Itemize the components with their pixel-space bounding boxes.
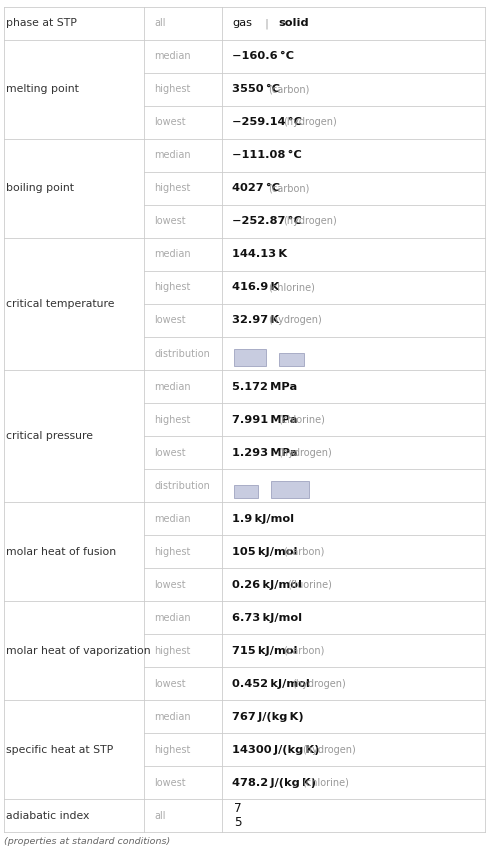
Bar — [233, 349, 265, 366]
Text: lowest: lowest — [154, 447, 185, 458]
Text: critical temperature: critical temperature — [6, 299, 115, 309]
Text: lowest: lowest — [154, 316, 185, 325]
Text: all: all — [154, 18, 165, 29]
Text: 6.73 kJ/mol: 6.73 kJ/mol — [232, 612, 302, 623]
Text: 0.452 kJ/mol: 0.452 kJ/mol — [232, 678, 309, 689]
Text: boiling point: boiling point — [6, 183, 74, 194]
Text: 4027 °C: 4027 °C — [232, 183, 280, 194]
Text: highest: highest — [154, 547, 190, 556]
Text: 0.26 kJ/mol: 0.26 kJ/mol — [232, 580, 302, 590]
Text: distribution: distribution — [154, 481, 209, 490]
Text: (chlorine): (chlorine) — [277, 414, 324, 425]
Text: (hydrogen): (hydrogen) — [292, 678, 346, 689]
Text: 7.991 MPa: 7.991 MPa — [232, 414, 297, 425]
Text: (carbon): (carbon) — [268, 85, 309, 94]
Bar — [233, 484, 258, 497]
Text: (fluorine): (fluorine) — [287, 580, 332, 590]
Text: 478.2 J/(kg K): 478.2 J/(kg K) — [232, 778, 316, 788]
Text: lowest: lowest — [154, 118, 185, 127]
Text: (hydrogen): (hydrogen) — [277, 447, 331, 458]
Text: (hydrogen): (hydrogen) — [282, 118, 336, 127]
Text: 3550 °C: 3550 °C — [232, 85, 280, 94]
Text: median: median — [154, 514, 190, 523]
Text: (chlorine): (chlorine) — [268, 283, 314, 292]
Text: median: median — [154, 712, 190, 721]
Text: phase at STP: phase at STP — [6, 18, 77, 29]
Text: highest: highest — [154, 283, 190, 292]
Text: highest: highest — [154, 85, 190, 94]
Text: median: median — [154, 151, 190, 161]
Text: lowest: lowest — [154, 778, 185, 788]
Text: 5: 5 — [233, 817, 241, 830]
Text: 1.9 kJ/mol: 1.9 kJ/mol — [232, 514, 294, 523]
Text: highest: highest — [154, 414, 190, 425]
Text: 105 kJ/mol: 105 kJ/mol — [232, 547, 297, 556]
Text: distribution: distribution — [154, 349, 209, 358]
Text: 14300 J/(kg K): 14300 J/(kg K) — [232, 745, 319, 754]
Text: median: median — [154, 612, 190, 623]
Text: 416.9 K: 416.9 K — [232, 283, 279, 292]
Text: specific heat at STP: specific heat at STP — [6, 745, 113, 754]
Text: 767 J/(kg K): 767 J/(kg K) — [232, 712, 303, 721]
Text: 715 kJ/mol: 715 kJ/mol — [232, 645, 297, 656]
Text: (hydrogen): (hydrogen) — [268, 316, 322, 325]
Text: median: median — [154, 381, 190, 392]
Text: (carbon): (carbon) — [268, 183, 309, 194]
Text: (carbon): (carbon) — [282, 547, 324, 556]
Text: 7: 7 — [233, 802, 241, 815]
Text: solid: solid — [278, 18, 309, 29]
Text: −111.08 °C: −111.08 °C — [232, 151, 302, 161]
Text: (hydrogen): (hydrogen) — [282, 216, 336, 227]
Text: gas: gas — [232, 18, 252, 29]
Text: lowest: lowest — [154, 678, 185, 689]
Bar — [271, 481, 308, 497]
Text: critical pressure: critical pressure — [6, 431, 93, 441]
Text: −259.14 °C: −259.14 °C — [232, 118, 302, 127]
Text: all: all — [154, 811, 165, 821]
Text: 1.293 MPa: 1.293 MPa — [232, 447, 297, 458]
Bar — [279, 353, 303, 366]
Text: lowest: lowest — [154, 216, 185, 227]
Text: 32.97 K: 32.97 K — [232, 316, 279, 325]
Text: highest: highest — [154, 645, 190, 656]
Text: median: median — [154, 249, 190, 260]
Text: median: median — [154, 51, 190, 61]
Text: 144.13 K: 144.13 K — [232, 249, 287, 260]
Text: −160.6 °C: −160.6 °C — [232, 51, 294, 61]
Text: highest: highest — [154, 745, 190, 754]
Text: highest: highest — [154, 183, 190, 194]
Text: molar heat of vaporization: molar heat of vaporization — [6, 645, 151, 656]
Text: molar heat of fusion: molar heat of fusion — [6, 547, 116, 556]
Text: |: | — [264, 18, 267, 29]
Text: (properties at standard conditions): (properties at standard conditions) — [4, 837, 170, 846]
Text: −252.87 °C: −252.87 °C — [232, 216, 302, 227]
Text: 5.172 MPa: 5.172 MPa — [232, 381, 297, 392]
Text: (carbon): (carbon) — [282, 645, 324, 656]
Text: (chlorine): (chlorine) — [301, 778, 348, 788]
Text: melting point: melting point — [6, 85, 79, 94]
Text: (hydrogen): (hydrogen) — [301, 745, 355, 754]
Text: lowest: lowest — [154, 580, 185, 590]
Text: adiabatic index: adiabatic index — [6, 811, 90, 821]
